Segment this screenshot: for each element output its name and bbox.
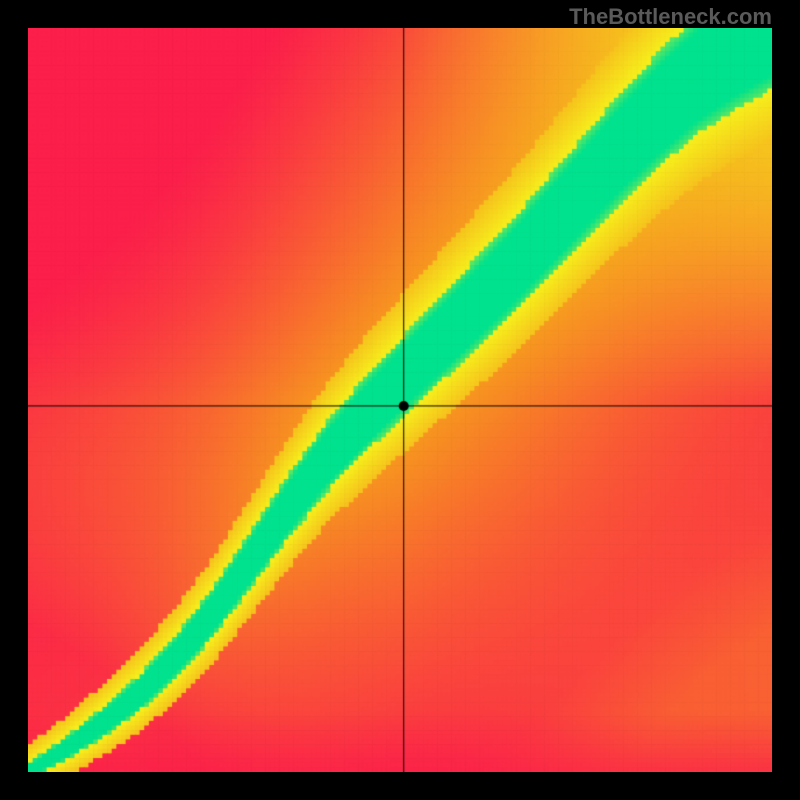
heatmap-canvas <box>28 28 772 772</box>
watermark-text: TheBottleneck.com <box>569 4 772 30</box>
chart-container: TheBottleneck.com <box>0 0 800 800</box>
heatmap-plot <box>28 28 772 772</box>
